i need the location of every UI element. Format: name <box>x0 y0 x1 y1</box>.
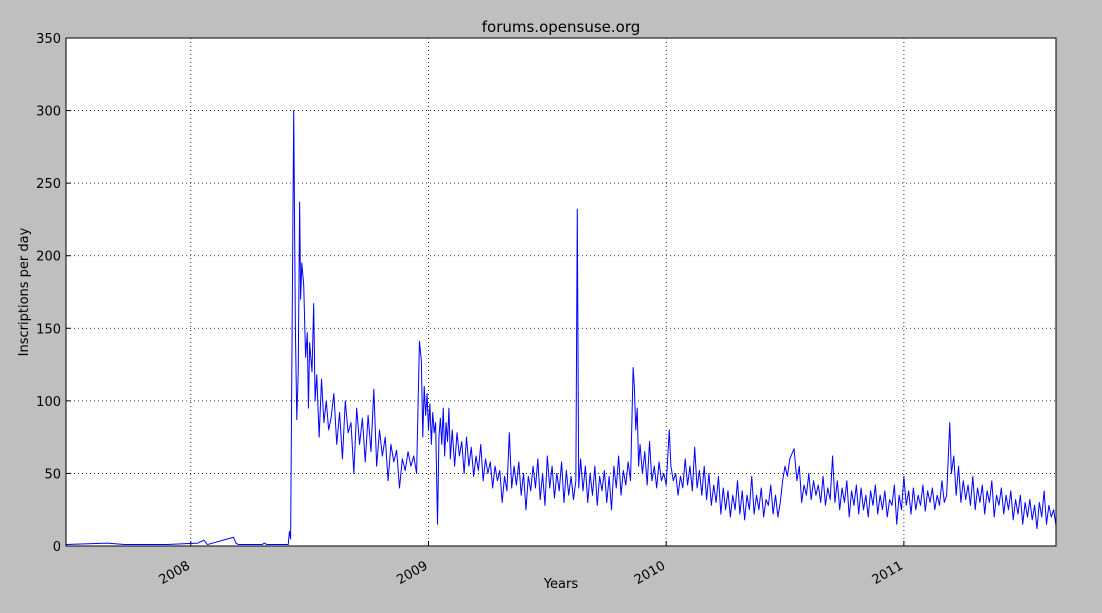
data-line <box>65 110 1057 546</box>
y-axis-label: Inscriptions per day <box>17 227 32 356</box>
chart-title: forums.opensuse.org <box>482 18 641 36</box>
plot-area <box>66 38 1056 546</box>
plot-frame <box>65 37 1057 547</box>
y-tick-label: 150 <box>36 322 61 337</box>
y-tick-label: 50 <box>44 467 61 482</box>
y-tick-label: 250 <box>36 177 61 192</box>
x-tick-label: 2010 <box>632 558 668 588</box>
y-tick-label: 350 <box>36 32 61 47</box>
y-tick-label: 200 <box>36 250 61 265</box>
x-axis-label: Years <box>543 577 579 592</box>
y-tick-label: 0 <box>53 540 61 555</box>
x-tick-label: 2009 <box>394 558 430 588</box>
x-tick-label: 2008 <box>157 558 193 588</box>
y-tick-label: 300 <box>36 105 61 120</box>
y-tick-label: 100 <box>36 395 61 410</box>
x-tick-label: 2011 <box>870 558 906 588</box>
